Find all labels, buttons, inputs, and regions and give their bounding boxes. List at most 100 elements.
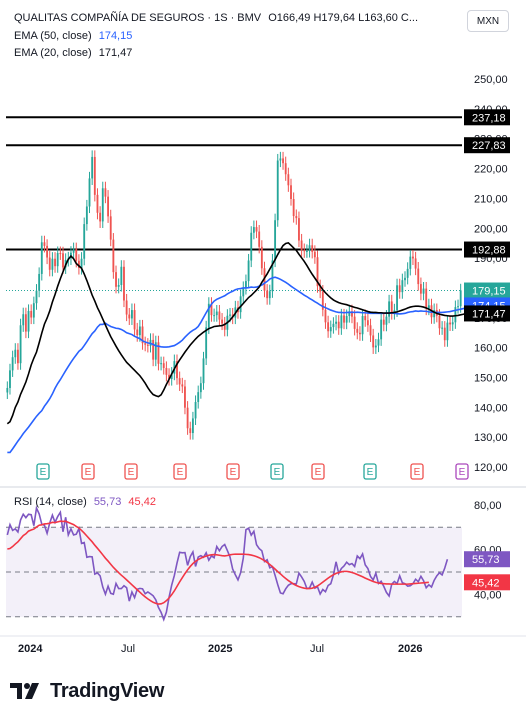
candle-body bbox=[19, 325, 22, 364]
price-tags: 237,18227,83192,88179,15174,15171,4755,7… bbox=[464, 109, 510, 591]
ema20-price-tag-bg bbox=[464, 305, 510, 322]
level-price-tag-bg bbox=[464, 241, 510, 258]
candle-body bbox=[316, 257, 319, 287]
candle-body bbox=[361, 316, 364, 335]
candle-body bbox=[385, 316, 388, 325]
rsi-value-tag-bg bbox=[464, 551, 510, 568]
candle-body bbox=[329, 327, 332, 332]
level-price-tag: 192,88 bbox=[472, 245, 506, 257]
candle-body bbox=[46, 245, 49, 258]
candle-body bbox=[205, 327, 208, 359]
earnings-event-box bbox=[173, 463, 187, 480]
candle-body bbox=[93, 156, 96, 195]
candle-body bbox=[449, 322, 451, 325]
candle-body bbox=[417, 268, 420, 285]
candle-body bbox=[11, 357, 14, 371]
current-price-tag: 179,15 bbox=[472, 286, 506, 298]
candle-body bbox=[441, 327, 444, 329]
candle-body bbox=[242, 287, 245, 297]
candle-body bbox=[308, 245, 311, 251]
candle-body bbox=[327, 322, 330, 332]
earnings-event-icon: E bbox=[36, 463, 50, 480]
candle-body bbox=[99, 212, 102, 222]
candle-body bbox=[305, 250, 308, 252]
candle-body bbox=[401, 280, 404, 293]
candle-body bbox=[59, 253, 62, 255]
candle-body bbox=[35, 290, 38, 304]
candle-body bbox=[353, 316, 356, 329]
candle-body bbox=[223, 323, 226, 330]
rsi-ma-line bbox=[7, 520, 429, 605]
earnings-event-icon: E bbox=[410, 463, 424, 480]
legend-ema20[interactable]: EMA (20, close) 171,47 bbox=[14, 47, 132, 59]
candle-body bbox=[266, 290, 269, 299]
ema20-line bbox=[6, 242, 467, 425]
candle-body bbox=[313, 251, 316, 258]
candle-body bbox=[184, 386, 186, 408]
ema20-price-tag: 171,47 bbox=[472, 308, 506, 320]
candle-body bbox=[252, 227, 255, 233]
candle-body bbox=[120, 266, 123, 285]
legend-ema50[interactable]: EMA (50, close) 174,15 bbox=[14, 30, 132, 42]
earnings-event-letter: E bbox=[414, 467, 421, 478]
candle-body bbox=[72, 249, 75, 253]
ema50-label: EMA (50, close) bbox=[14, 30, 92, 42]
candle-body bbox=[152, 339, 155, 360]
earnings-event-icon: E bbox=[311, 463, 325, 480]
candle-body bbox=[27, 310, 30, 332]
rsi-tick-label: 40,00 bbox=[474, 589, 502, 601]
candle-body bbox=[443, 327, 446, 341]
candle-body bbox=[125, 300, 128, 315]
candle-body bbox=[146, 344, 149, 346]
candle-body bbox=[427, 305, 430, 309]
tradingview-logo[interactable]: TradingView bbox=[10, 680, 164, 703]
candle-body bbox=[295, 216, 298, 219]
candle-body bbox=[380, 319, 383, 340]
price-tick-label: 150,00 bbox=[474, 373, 508, 385]
candle-body bbox=[48, 257, 51, 270]
candle-body bbox=[404, 277, 406, 281]
candle-body bbox=[138, 326, 141, 336]
price-tick-label: 130,00 bbox=[474, 432, 508, 444]
legend-rsi[interactable]: RSI (14, close) 55,73 45,42 bbox=[14, 496, 156, 508]
candle-body bbox=[207, 303, 210, 328]
candle-body bbox=[319, 286, 322, 292]
candle-body bbox=[364, 316, 367, 321]
earnings-event-box bbox=[363, 463, 377, 480]
candle-body bbox=[374, 345, 377, 348]
tradingview-wordmark: TradingView bbox=[50, 680, 165, 702]
candle-body bbox=[457, 306, 459, 308]
time-tick-label: 2024 bbox=[18, 643, 43, 655]
candle-body bbox=[40, 242, 43, 274]
horizontal-levels bbox=[6, 116, 462, 292]
candle-body bbox=[197, 392, 200, 403]
earnings-event-box bbox=[226, 463, 240, 480]
candle-body bbox=[276, 160, 279, 221]
currency-button[interactable]: MXN bbox=[467, 10, 509, 32]
candle-body bbox=[62, 253, 64, 268]
candle-body bbox=[284, 163, 287, 175]
candle-body bbox=[372, 335, 375, 348]
candle-body bbox=[6, 387, 9, 393]
candle-body bbox=[88, 178, 91, 207]
ema50-value: 174,15 bbox=[98, 30, 133, 42]
rsi-line bbox=[6, 505, 449, 622]
earnings-event-letter: E bbox=[230, 467, 237, 478]
candle-body bbox=[274, 220, 277, 261]
earnings-event-box bbox=[36, 463, 50, 480]
candle-body bbox=[271, 260, 274, 292]
candle-body bbox=[390, 301, 393, 314]
candle-body bbox=[414, 258, 417, 269]
candle-body bbox=[189, 428, 192, 434]
ema-lines bbox=[6, 242, 477, 454]
candle-body bbox=[43, 242, 46, 246]
candle-body bbox=[335, 321, 337, 324]
candle-body bbox=[80, 258, 83, 268]
candle-body bbox=[438, 315, 441, 329]
candle-body bbox=[311, 245, 314, 252]
earnings-event-box bbox=[410, 463, 424, 480]
candle-body bbox=[199, 383, 202, 393]
candle-body bbox=[454, 307, 457, 323]
